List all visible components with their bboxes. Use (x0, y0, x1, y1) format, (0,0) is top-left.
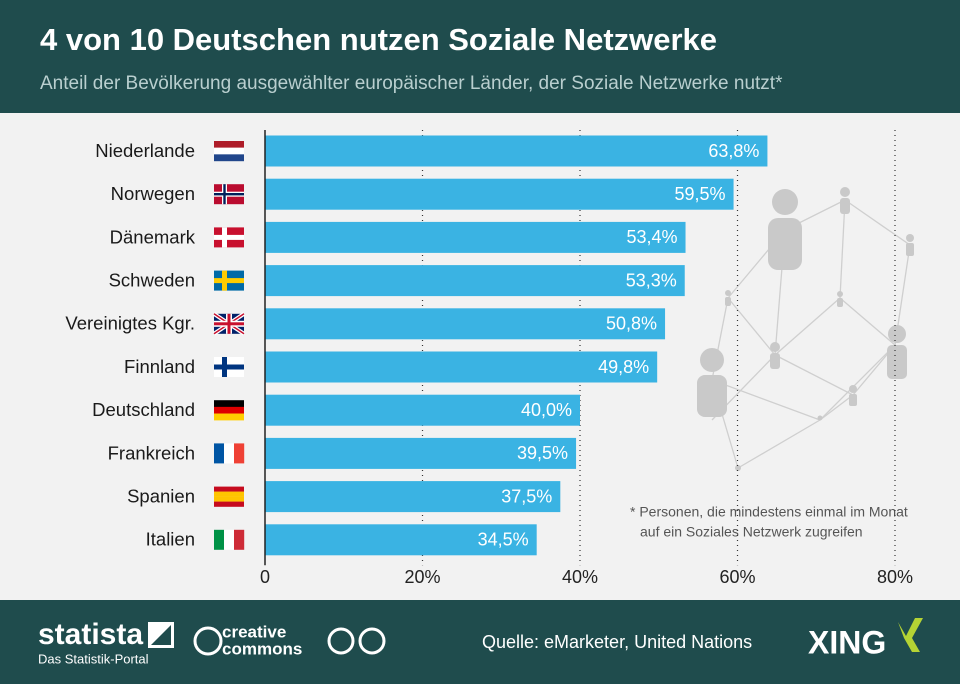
flag-cross (214, 234, 244, 240)
flag-stripe (214, 486, 244, 492)
value-label: 53,4% (626, 227, 677, 247)
y-tick-label: Spanien (127, 485, 195, 506)
flag-stripe (224, 443, 235, 464)
brand: statista (38, 618, 143, 651)
y-tick-label: Italien (146, 529, 195, 550)
bar (265, 135, 768, 167)
brand-icon (151, 625, 171, 645)
x-tick-label: 80% (877, 567, 913, 587)
nd-icon (358, 627, 386, 655)
bar (265, 437, 577, 469)
x-tick-label: 0 (260, 567, 270, 587)
flag-stripe (214, 141, 244, 148)
y-tick-label: Norwegen (111, 183, 195, 204)
flag-stripe (214, 413, 244, 421)
flag (214, 270, 244, 291)
value-label: 53,3% (626, 270, 677, 290)
flag (214, 357, 244, 377)
flag (214, 486, 244, 507)
y-tick-label: Dänemark (110, 226, 196, 247)
x-tick-label: 60% (719, 567, 755, 587)
flag-stripe (214, 491, 244, 497)
bar (265, 394, 580, 426)
y-tick-label: Schweden (109, 269, 195, 290)
bar (265, 221, 686, 253)
header (0, 0, 960, 113)
flag (214, 141, 244, 162)
value-label: 49,8% (598, 357, 649, 377)
cc-icon (193, 626, 223, 656)
flag-stripe (214, 501, 244, 507)
x-tick-label: 20% (404, 567, 440, 587)
bar (265, 265, 685, 297)
flag-stripe (214, 443, 225, 464)
partner-icon (898, 618, 923, 652)
footnote: * Personen, die mindestens einmal im Mon… (630, 504, 908, 520)
bar (265, 524, 537, 556)
value-label: 37,5% (501, 486, 552, 506)
source: Quelle: eMarketer, United Nations (482, 632, 752, 652)
flag (214, 443, 245, 464)
brand-tagline: Das Statistik-Portal (38, 651, 149, 666)
flag-cross (214, 322, 244, 326)
flag-stripe (214, 529, 225, 550)
flag (214, 184, 244, 205)
by-icon (327, 627, 355, 655)
flag-stripe (214, 147, 244, 155)
flag-stripe (214, 400, 244, 408)
bar (265, 351, 658, 383)
bar (265, 481, 561, 513)
flag (214, 529, 245, 550)
value-label: 39,5% (517, 443, 568, 463)
license: commons (222, 639, 302, 658)
value-label: 34,5% (478, 530, 529, 550)
flag-stripe (214, 406, 244, 414)
y-tick-label: Frankreich (108, 442, 195, 463)
value-label: 63,8% (708, 141, 759, 161)
flag-stripe (214, 496, 244, 502)
partner-logo: XING (808, 624, 886, 660)
flag-stripe (214, 154, 244, 162)
x-tick-label: 40% (562, 567, 598, 587)
flag-stripe (234, 529, 245, 550)
y-tick-label: Vereinigtes Kgr. (65, 313, 195, 334)
flag-cross (214, 278, 244, 284)
y-tick-label: Finnland (124, 356, 195, 377)
flag-cross (214, 193, 244, 196)
flag (214, 227, 244, 248)
flag (212, 312, 246, 336)
chart-title: 4 von 10 Deutschen nutzen Soziale Netzwe… (40, 22, 717, 57)
people-icons (697, 187, 914, 471)
bar (265, 308, 666, 340)
flag-cross (214, 364, 244, 370)
value-label: 59,5% (675, 184, 726, 204)
chart-subtitle: Anteil der Bevölkerung ausgewählter euro… (40, 73, 783, 94)
footnote: auf ein Soziales Netzwerk zugreifen (640, 524, 863, 540)
y-tick-label: Niederlande (95, 140, 195, 161)
flag-stripe (234, 443, 245, 464)
value-label: 50,8% (606, 314, 657, 334)
y-tick-label: Deutschland (92, 399, 195, 420)
flag-stripe (224, 529, 235, 550)
flag (214, 400, 244, 421)
license: creative (222, 622, 286, 641)
bar (265, 178, 734, 210)
value-label: 40,0% (521, 400, 572, 420)
